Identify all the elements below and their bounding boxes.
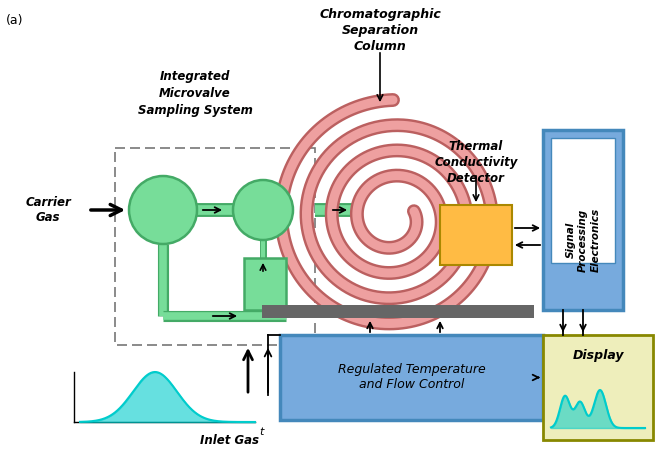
Bar bbox=[262, 305, 534, 318]
Text: Chromatographic
Separation
Column: Chromatographic Separation Column bbox=[319, 8, 441, 53]
Text: Signal
Processing
Electronics: Signal Processing Electronics bbox=[565, 208, 600, 272]
Text: (a): (a) bbox=[6, 14, 23, 27]
Text: t: t bbox=[259, 427, 264, 437]
Text: Display: Display bbox=[572, 349, 624, 362]
Bar bbox=[551, 138, 615, 263]
Text: Thermal
Conductivity
Detector: Thermal Conductivity Detector bbox=[434, 140, 518, 185]
Ellipse shape bbox=[129, 176, 197, 244]
Text: Integrated
Microvalve
Sampling System: Integrated Microvalve Sampling System bbox=[138, 70, 252, 117]
Text: Regulated Temperature
and Flow Control: Regulated Temperature and Flow Control bbox=[338, 363, 486, 391]
Bar bbox=[543, 335, 653, 440]
Ellipse shape bbox=[233, 180, 293, 240]
Text: Carrier
Gas: Carrier Gas bbox=[25, 196, 71, 224]
Text: Inlet Gas: Inlet Gas bbox=[201, 434, 260, 447]
Bar bbox=[115, 148, 315, 345]
Bar bbox=[244, 258, 286, 310]
Bar bbox=[440, 205, 512, 265]
Bar bbox=[543, 130, 623, 310]
Bar bbox=[280, 335, 543, 420]
